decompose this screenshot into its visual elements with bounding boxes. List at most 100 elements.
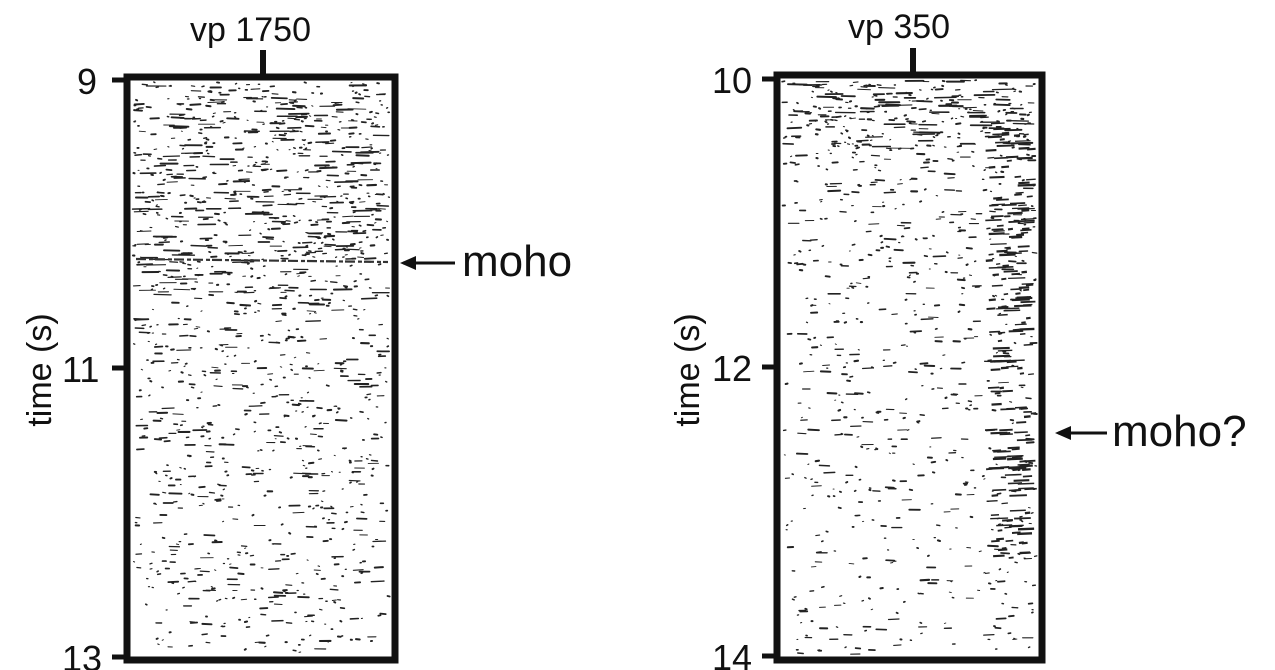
- seismic-trace-mark: [148, 394, 151, 397]
- seismic-trace-mark: [199, 570, 210, 573]
- seismic-trace-mark: [847, 136, 852, 140]
- seismic-trace-mark: [342, 215, 354, 218]
- seismic-trace-mark: [382, 192, 386, 195]
- seismic-trace-mark: [818, 107, 822, 110]
- seismic-trace-mark: [169, 261, 179, 263]
- seismic-trace-mark: [267, 373, 274, 375]
- seismic-trace-mark: [376, 204, 390, 207]
- seismic-trace-mark: [1017, 245, 1030, 248]
- seismic-trace-mark: [996, 144, 1015, 147]
- seismic-trace-mark: [386, 220, 389, 223]
- seismic-trace-mark: [957, 310, 961, 313]
- seismic-trace-mark: [233, 354, 237, 357]
- seismic-trace-mark: [224, 197, 236, 200]
- seismic-trace-mark: [307, 141, 313, 145]
- seismic-trace-mark: [815, 551, 822, 554]
- seismic-trace-mark: [845, 129, 849, 132]
- seismic-trace-mark: [807, 463, 810, 465]
- seismic-trace-mark: [158, 436, 168, 440]
- seismic-trace-mark: [270, 97, 288, 100]
- seismic-trace-mark: [990, 368, 1001, 371]
- seismic-trace-mark: [990, 517, 1009, 520]
- seismic-trace-mark: [997, 548, 1008, 552]
- seismic-trace-mark: [815, 534, 821, 537]
- seismic-trace-mark: [993, 196, 1002, 200]
- seismic-trace-mark: [926, 554, 930, 558]
- seismic-trace-mark: [156, 573, 162, 576]
- seismic-trace-mark: [1004, 473, 1022, 476]
- seismic-trace-mark: [331, 512, 337, 515]
- seismic-trace-mark: [261, 163, 266, 165]
- seismic-trace-mark: [972, 164, 975, 168]
- seismic-trace-mark: [379, 612, 387, 616]
- seismic-trace-mark: [1028, 183, 1036, 186]
- seismic-trace-mark: [352, 548, 356, 551]
- seismic-trace-mark: [153, 81, 156, 84]
- seismic-trace-mark: [1015, 191, 1024, 194]
- seismic-trace-mark: [809, 238, 818, 241]
- seismic-trace-mark: [987, 156, 995, 159]
- seismic-trace-mark: [933, 96, 957, 99]
- seismic-trace-mark: [996, 307, 1011, 310]
- seismic-trace-mark: [820, 540, 824, 543]
- seismic-trace-mark: [796, 262, 804, 266]
- seismic-trace-mark: [804, 607, 808, 611]
- seismic-trace-mark: [374, 294, 379, 297]
- seismic-trace-mark: [850, 117, 856, 120]
- seismic-trace-mark: [165, 168, 173, 171]
- seismic-trace-mark: [316, 219, 330, 221]
- seismic-trace-mark: [990, 359, 1002, 363]
- seismic-trace-mark: [906, 120, 916, 123]
- seismic-trace-mark: [292, 511, 305, 514]
- seismic-trace-mark: [919, 621, 923, 624]
- seismic-trace-mark: [249, 554, 255, 557]
- seismic-trace-mark: [883, 365, 893, 368]
- seismic-trace-mark: [1027, 147, 1036, 151]
- seismic-trace-mark: [1002, 264, 1009, 267]
- seismic-trace-mark: [377, 208, 386, 210]
- seismic-trace-mark: [1012, 638, 1018, 641]
- seismic-trace-mark: [984, 428, 998, 431]
- seismic-trace-mark: [358, 93, 361, 96]
- seismic-trace-mark: [871, 135, 874, 137]
- seismic-trace-mark: [997, 305, 1009, 309]
- seismic-trace-mark: [304, 169, 309, 172]
- seismic-trace-mark: [203, 136, 208, 140]
- seismic-trace-mark: [1017, 527, 1035, 531]
- seismic-trace-mark: [960, 115, 965, 118]
- seismic-trace-mark: [353, 280, 357, 283]
- seismic-trace-mark: [313, 312, 317, 314]
- seismic-trace-mark: [919, 362, 929, 365]
- seismic-trace-mark: [309, 634, 312, 637]
- seismic-trace-mark: [986, 500, 998, 502]
- seismic-trace-mark: [261, 188, 272, 192]
- seismic-trace-mark: [275, 320, 282, 322]
- seismic-trace-mark: [827, 89, 830, 91]
- seismic-trace-mark: [306, 310, 317, 312]
- moho-arrow-head-right: [1055, 426, 1071, 440]
- seismic-trace-mark: [1008, 235, 1020, 239]
- seismic-trace-mark: [995, 351, 998, 354]
- seismic-trace-mark: [298, 197, 303, 200]
- seismic-trace-mark: [840, 132, 844, 135]
- seismic-trace-mark: [189, 621, 199, 624]
- seismic-trace-mark: [880, 241, 884, 244]
- seismic-trace-mark: [1000, 552, 1011, 555]
- seismic-trace-mark: [870, 366, 875, 369]
- seismic-trace-mark: [1018, 146, 1030, 150]
- seismic-trace-mark: [1013, 341, 1017, 345]
- seismic-trace-mark: [957, 257, 963, 259]
- seismic-trace-mark: [998, 312, 1002, 315]
- seismic-trace-mark: [300, 113, 308, 116]
- seismic-trace-mark: [846, 143, 851, 145]
- seismic-trace-mark: [1010, 288, 1022, 291]
- seismic-trace-mark: [827, 189, 842, 193]
- seismic-trace-mark: [161, 639, 164, 641]
- seismic-trace-mark: [885, 245, 890, 248]
- seismic-trace-mark: [919, 413, 925, 417]
- seismic-trace-mark: [861, 367, 873, 370]
- seismic-trace-mark: [205, 104, 212, 108]
- seismic-trace-mark: [222, 121, 226, 124]
- seismic-trace-mark: [878, 87, 896, 89]
